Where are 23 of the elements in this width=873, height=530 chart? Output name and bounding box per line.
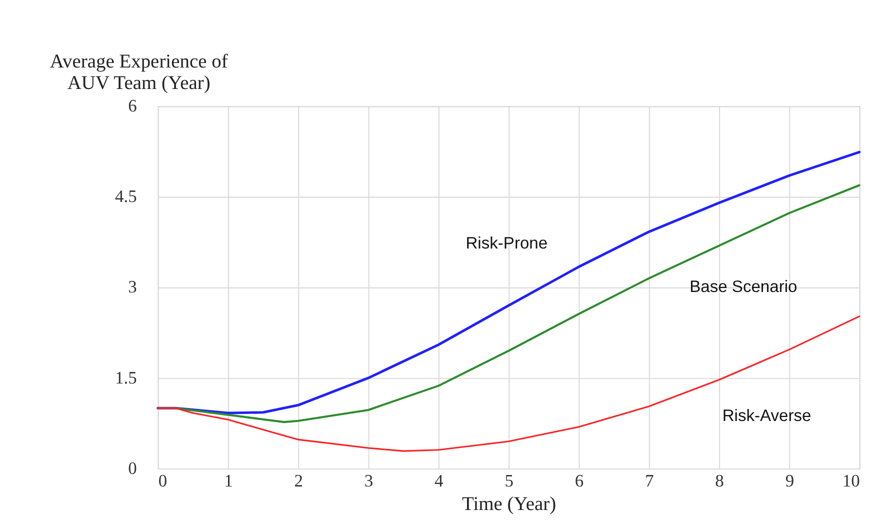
y-axis-title: Average Experience of AUV Team (Year) bbox=[50, 52, 228, 94]
annotation: Base Scenario bbox=[690, 277, 798, 296]
x-tick-label: 0 bbox=[158, 470, 168, 491]
line-series bbox=[156, 184, 860, 424]
x-tick-label: 10 bbox=[842, 470, 860, 491]
y-tick-label: 4.5 bbox=[114, 186, 138, 206]
x-tick-label: 2 bbox=[294, 470, 304, 491]
x-tick-label: 3 bbox=[364, 470, 374, 491]
line-series bbox=[157, 316, 860, 452]
annotation: Risk-Averse bbox=[722, 406, 812, 425]
x-tick-label: 9 bbox=[785, 470, 794, 491]
y-tick-label: 3 bbox=[128, 276, 138, 297]
x-tick-label: 6 bbox=[574, 470, 584, 491]
x-tick-label: 4 bbox=[434, 470, 444, 491]
y-tick-label: 1.5 bbox=[114, 367, 138, 388]
x-tick-label: 1 bbox=[224, 470, 233, 491]
y-tick-label: 6 bbox=[128, 95, 138, 116]
x-axis-title: Time (Year) bbox=[462, 494, 556, 515]
x-tick-label: 5 bbox=[504, 470, 514, 491]
x-tick-label: 8 bbox=[715, 470, 724, 491]
y-tick-label: 0 bbox=[128, 458, 138, 478]
annotation: Risk-Prone bbox=[466, 233, 548, 252]
x-tick-label: 7 bbox=[645, 470, 654, 491]
